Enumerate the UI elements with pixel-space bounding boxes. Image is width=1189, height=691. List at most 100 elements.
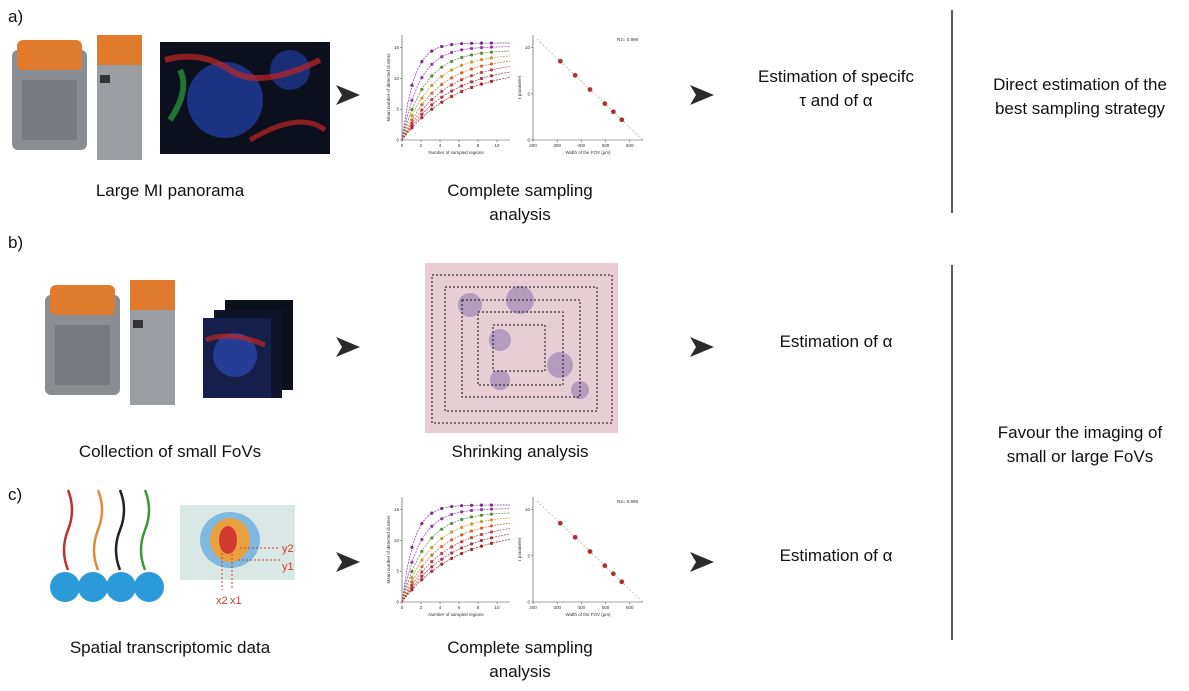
point xyxy=(440,101,443,104)
point xyxy=(440,552,443,555)
y-axis-label: τ parameter xyxy=(517,537,522,561)
point xyxy=(480,539,483,542)
point xyxy=(558,521,563,526)
point xyxy=(460,518,463,521)
point xyxy=(450,545,453,548)
point xyxy=(410,84,413,87)
point xyxy=(470,53,473,56)
point xyxy=(619,117,624,122)
panel-label: b) xyxy=(8,233,23,252)
point xyxy=(470,509,473,512)
point xyxy=(410,576,413,579)
point xyxy=(470,542,473,545)
axis-label: x2 xyxy=(216,595,228,607)
curve xyxy=(402,513,510,602)
x-tick-label: 4 xyxy=(439,605,442,610)
x-axis-label: Number of sampled regions xyxy=(428,612,484,617)
annotation: R2= 0.999 xyxy=(617,37,638,42)
point xyxy=(420,116,423,119)
point xyxy=(450,95,453,98)
x-tick-label: 8 xyxy=(477,605,480,610)
point xyxy=(430,63,433,66)
point xyxy=(588,87,593,92)
point xyxy=(420,578,423,581)
point xyxy=(470,67,473,70)
panel-input-label: Large MI panorama xyxy=(96,181,245,200)
point xyxy=(470,47,473,50)
point xyxy=(619,579,624,584)
y-tick-label: 15 xyxy=(394,45,400,50)
figure: y2 y1 x2 x1 a)Large MI panoramaComplete … xyxy=(0,0,1189,686)
point xyxy=(470,504,473,507)
point xyxy=(420,550,423,553)
x-tick-label: 8 xyxy=(477,143,480,148)
point xyxy=(440,90,443,93)
point xyxy=(420,60,423,63)
point xyxy=(558,59,563,64)
analysis-label: Complete sampling xyxy=(447,181,593,200)
point xyxy=(430,554,433,557)
point xyxy=(490,51,493,54)
x-tick-label: 600 xyxy=(626,605,634,610)
point xyxy=(420,538,423,541)
point xyxy=(480,508,483,511)
point xyxy=(410,108,413,111)
point xyxy=(480,527,483,530)
curve xyxy=(402,523,510,602)
point xyxy=(470,42,473,45)
point xyxy=(470,86,473,89)
panel-label: a) xyxy=(8,7,23,26)
point xyxy=(460,552,463,555)
beads xyxy=(50,490,164,602)
x-tick-label: 4 xyxy=(439,143,442,148)
point xyxy=(420,575,423,578)
point xyxy=(490,56,493,59)
x-tick-label: 300 xyxy=(553,143,561,148)
x-tick-label: 2 xyxy=(420,605,423,610)
x-axis-label: Width of the FOV (μm) xyxy=(565,150,611,155)
point xyxy=(430,84,433,87)
x-tick-label: 6 xyxy=(458,605,461,610)
x-tick-label: 600 xyxy=(626,143,634,148)
point xyxy=(450,83,453,86)
point xyxy=(460,78,463,81)
y-tick-label: 5 xyxy=(527,91,530,96)
point xyxy=(460,526,463,529)
point xyxy=(420,113,423,116)
point xyxy=(490,524,493,527)
point xyxy=(470,515,473,518)
point xyxy=(450,538,453,541)
point xyxy=(470,529,473,532)
x-tick-label: 200 xyxy=(529,143,537,148)
point xyxy=(460,546,463,549)
point xyxy=(480,545,483,548)
point xyxy=(440,537,443,540)
point xyxy=(420,103,423,106)
point xyxy=(420,76,423,79)
point xyxy=(450,530,453,533)
point xyxy=(450,43,453,46)
x-tick-label: 400 xyxy=(578,605,586,610)
point xyxy=(470,80,473,83)
point xyxy=(440,66,443,69)
point xyxy=(430,511,433,514)
curve xyxy=(402,509,510,602)
point xyxy=(480,65,483,68)
point xyxy=(430,546,433,549)
point xyxy=(410,114,413,117)
point xyxy=(430,108,433,111)
point xyxy=(430,74,433,77)
panel-label: c) xyxy=(8,485,22,504)
point xyxy=(480,504,483,507)
point xyxy=(450,51,453,54)
point xyxy=(420,565,423,568)
point xyxy=(450,89,453,92)
conclusion: Direct estimation of the xyxy=(993,75,1167,94)
output-label: Estimation of α xyxy=(780,546,893,565)
point xyxy=(410,546,413,549)
point xyxy=(460,533,463,536)
point xyxy=(602,101,607,106)
y-tick-label: 5 xyxy=(396,569,399,574)
point xyxy=(460,510,463,513)
